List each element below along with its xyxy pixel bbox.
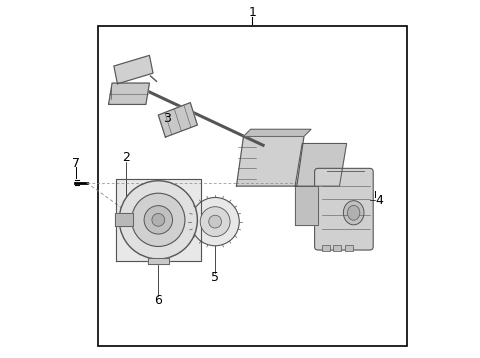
Bar	[322, 245, 330, 251]
Text: 1: 1	[249, 5, 256, 19]
Circle shape	[209, 215, 222, 228]
Text: 3: 3	[163, 112, 171, 125]
Circle shape	[191, 198, 240, 246]
Polygon shape	[108, 83, 149, 105]
Polygon shape	[148, 258, 169, 263]
Bar	[345, 245, 353, 251]
Polygon shape	[295, 144, 347, 186]
Polygon shape	[237, 136, 304, 186]
Circle shape	[119, 181, 197, 259]
Polygon shape	[295, 186, 318, 225]
Ellipse shape	[343, 201, 364, 225]
Bar	[98, 26, 407, 346]
Text: 5: 5	[211, 271, 219, 284]
Polygon shape	[158, 103, 197, 137]
Bar	[333, 245, 341, 251]
Text: 2: 2	[122, 151, 130, 164]
Circle shape	[132, 193, 185, 247]
Circle shape	[144, 205, 172, 234]
Polygon shape	[115, 213, 133, 226]
Ellipse shape	[348, 205, 360, 220]
Circle shape	[200, 207, 230, 237]
Polygon shape	[243, 129, 311, 136]
Text: 6: 6	[155, 294, 162, 307]
Circle shape	[152, 213, 165, 226]
Polygon shape	[114, 55, 153, 84]
Text: 7: 7	[72, 156, 80, 170]
FancyBboxPatch shape	[314, 168, 373, 250]
Text: 4: 4	[375, 194, 383, 207]
Polygon shape	[116, 179, 201, 261]
